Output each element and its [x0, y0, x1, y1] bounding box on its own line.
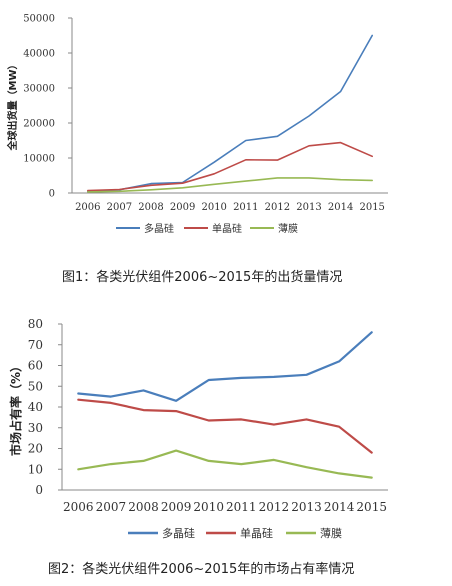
- x-tick-label: 2007: [107, 202, 132, 213]
- series-line-2: [87, 141, 374, 192]
- series-line-3: [77, 449, 373, 479]
- x-tick-label: 2008: [138, 202, 163, 213]
- series-line-1: [77, 331, 373, 402]
- chart-2-caption: 图2：各类光伏组件2006~2015年的市场占有率情况: [48, 562, 355, 577]
- x-tick-label: 2010: [201, 202, 226, 213]
- x-tick-label: 2011: [233, 202, 258, 213]
- x-tick-label: 2012: [259, 500, 290, 514]
- y-tick-label: 40: [28, 400, 43, 414]
- y-tick-label: 0: [35, 483, 43, 497]
- y-axis-title: 市场占有率（%）: [8, 360, 23, 456]
- y-tick-label: 50000: [23, 14, 55, 25]
- x-tick-label: 2006: [63, 500, 94, 514]
- y-tick-label: 50: [28, 379, 43, 393]
- y-tick-label: 30: [28, 421, 43, 435]
- y-tick-label: 80: [28, 317, 43, 331]
- y-tick-label: 60: [28, 359, 43, 373]
- y-tick-label: 0: [49, 189, 55, 200]
- x-tick-label: 2010: [193, 500, 224, 514]
- x-tick-label: 2011: [226, 500, 257, 514]
- x-tick-label: 2014: [324, 500, 355, 514]
- legend-label: 薄膜: [278, 222, 298, 235]
- x-tick-label: 2008: [128, 500, 159, 514]
- y-tick-label: 20000: [23, 119, 55, 130]
- chart-1-caption: 图1：各类光伏组件2006~2015年的出货量情况: [62, 270, 343, 285]
- y-tick-label: 10: [28, 462, 43, 476]
- legend-label: 多晶硅: [144, 222, 174, 235]
- y-axis-title: 全球出货量（MW）: [6, 60, 19, 152]
- x-tick-label: 2009: [170, 202, 195, 213]
- legend-label: 薄膜: [320, 526, 342, 540]
- chart-1: 0 10000 20000 30000 40000 50000 2006 2007 2008 20…: [6, 14, 388, 235]
- x-tick-label: 2013: [296, 202, 321, 213]
- series-line-2: [77, 398, 373, 454]
- legend-label: 单晶硅: [240, 527, 273, 540]
- x-tick-label: 2014: [328, 202, 353, 213]
- y-tick-label: 30000: [23, 84, 55, 95]
- series-line-1: [87, 34, 374, 193]
- y-tick-label: 70: [28, 338, 43, 352]
- y-tick-label: 20: [28, 442, 43, 456]
- x-tick-label: 2012: [265, 202, 290, 213]
- y-tick-label: 40000: [23, 49, 55, 60]
- x-tick-label: 2015: [356, 500, 387, 514]
- series-line-3: [87, 177, 374, 193]
- x-tick-label: 2013: [291, 500, 322, 514]
- legend-label: 多晶硅: [162, 526, 195, 540]
- x-tick-label: 2006: [75, 202, 100, 213]
- y-tick-label: 10000: [23, 154, 55, 165]
- legend-label: 单晶硅: [212, 222, 242, 235]
- x-tick-label: 2009: [161, 500, 192, 514]
- x-tick-label: 2007: [96, 500, 127, 514]
- x-tick-label: 2015: [359, 202, 384, 213]
